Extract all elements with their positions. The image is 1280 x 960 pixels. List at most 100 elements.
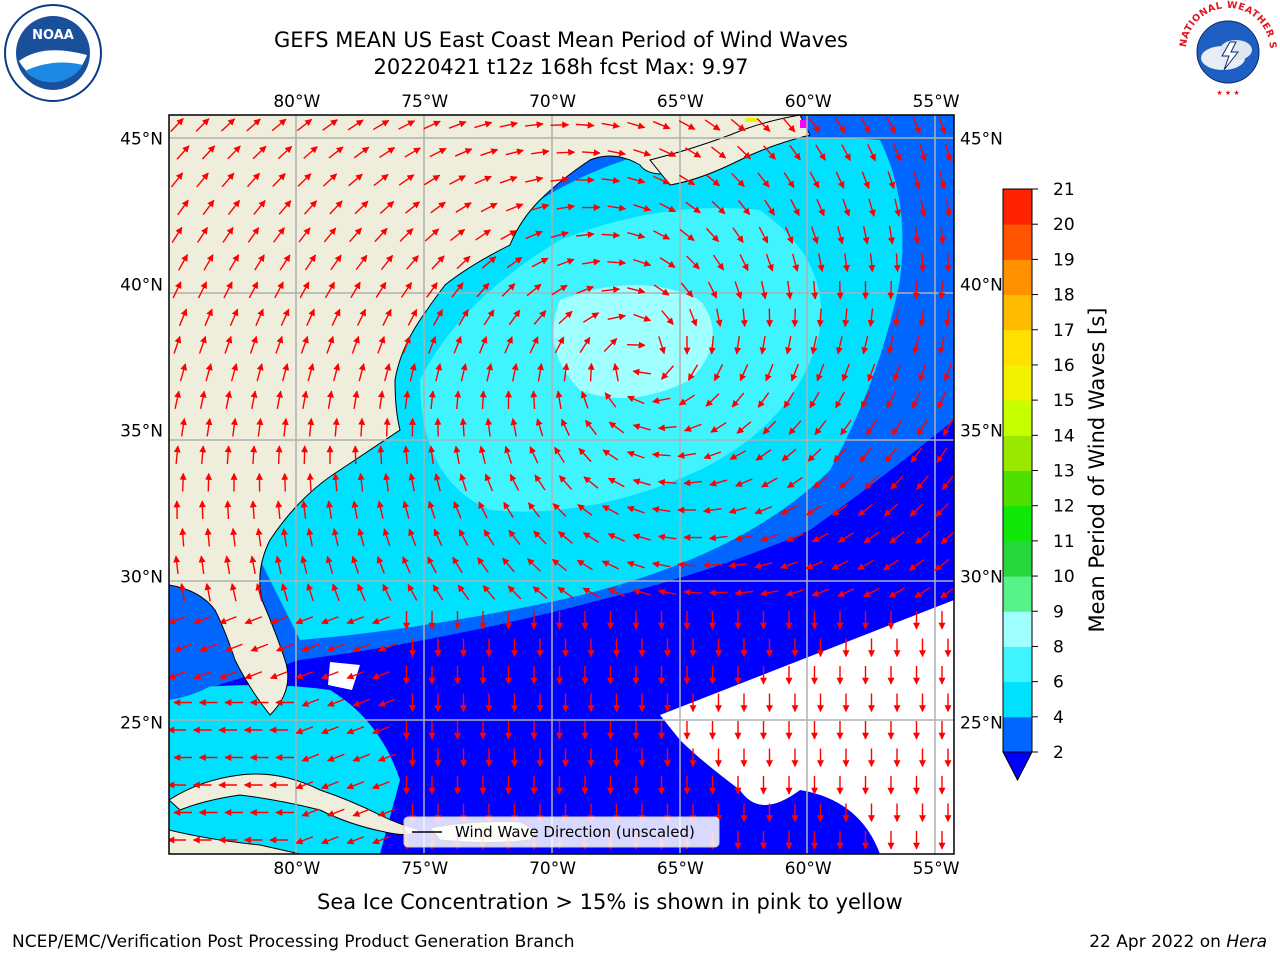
wave-direction-arrow: [474, 175, 492, 185]
wave-direction-arrow: [832, 504, 848, 516]
wave-direction-arrow: [837, 532, 854, 543]
lightning-icon: [1221, 41, 1240, 71]
wave-direction-arrow: [479, 390, 487, 410]
footer-date-text: 22 Apr 2022 on: [1089, 932, 1227, 952]
wave-direction-arrow: [201, 145, 216, 160]
wave-direction-arrow: [347, 119, 364, 131]
wave-direction-arrow: [764, 199, 775, 216]
wave-direction-arrow: [307, 363, 315, 382]
wave-direction-arrow: [632, 533, 651, 541]
wave-direction-arrow: [402, 500, 410, 519]
y-tick-right: 30°N: [960, 568, 1003, 588]
wave-direction-arrow: [250, 643, 269, 652]
wave-direction-arrow: [919, 198, 927, 218]
wave-direction-arrow: [229, 583, 237, 602]
wave-direction-arrow: [867, 363, 876, 382]
wave-direction-arrow: [817, 253, 825, 273]
wave-direction-arrow: [407, 308, 418, 326]
wave-direction-arrow: [765, 253, 774, 272]
x-tick-bottom: 60°W: [785, 859, 832, 879]
wave-direction-arrow: [730, 118, 746, 132]
y-tick-right: 40°N: [960, 275, 1003, 295]
wave-direction-arrow: [250, 445, 258, 465]
wave-direction-arrow: [384, 363, 392, 382]
wave-direction-arrow: [678, 394, 695, 406]
wave-direction-arrow: [938, 116, 947, 135]
wave-direction-arrow: [177, 199, 189, 216]
wave-direction-arrow: [346, 836, 365, 845]
wave-direction-arrow: [332, 417, 340, 437]
wave-direction-arrow: [533, 530, 547, 545]
y-tick-left: 30°N: [120, 568, 163, 588]
wave-direction-arrow: [731, 173, 745, 187]
wave-direction-arrow: [508, 529, 521, 546]
wave-direction-arrow: [842, 253, 850, 273]
wave-direction-arrow: [554, 336, 565, 354]
wave-direction-arrow: [303, 146, 318, 159]
wave-direction-arrow: [659, 257, 676, 268]
wave-direction-arrow: [371, 671, 390, 680]
wave-direction-arrow: [224, 555, 232, 574]
wave-direction-arrow: [787, 476, 803, 489]
wave-direction-arrow: [246, 118, 261, 132]
wave-direction-arrow: [582, 587, 600, 598]
wave-direction-arrow: [816, 198, 825, 217]
wave-direction-arrow: [652, 175, 671, 185]
footer-date: 22 Apr 2022 on Hera: [1089, 932, 1267, 952]
wave-direction-arrow: [295, 781, 314, 790]
wave-direction-arrow: [551, 558, 567, 572]
wave-direction-arrow: [702, 506, 722, 514]
wave-direction-arrow: [179, 417, 187, 437]
wave-direction-arrow: [380, 254, 394, 270]
wave-direction-arrow: [886, 116, 896, 134]
wave-direction-arrow: [510, 417, 518, 437]
wave-direction-arrow: [459, 473, 467, 492]
wave-direction-arrow: [249, 555, 257, 574]
wave-direction-arrow: [352, 808, 371, 817]
wave-direction-arrow: [372, 119, 390, 131]
x-tick-top: 80°W: [273, 92, 320, 112]
wave-direction-arrow: [326, 698, 345, 707]
colorbar-segment: [1003, 259, 1032, 296]
wave-direction-arrow: [218, 671, 237, 680]
wave-direction-arrow: [556, 203, 576, 211]
wave-direction-arrow: [453, 445, 461, 464]
wave-direction-arrow: [578, 447, 592, 463]
wave-direction-arrow: [174, 390, 181, 409]
wave-direction-arrow: [275, 500, 283, 520]
colorbar-segment: [1003, 364, 1032, 401]
wave-direction-arrow: [526, 283, 542, 297]
wave-direction-arrow: [860, 391, 871, 409]
wave-direction-arrow: [633, 259, 652, 267]
wave-direction-arrow: [683, 423, 702, 432]
wave-direction-arrow: [533, 310, 547, 325]
wave-direction-arrow: [482, 585, 496, 600]
wave-direction-arrow: [912, 336, 920, 355]
wave-direction-arrow: [449, 175, 467, 185]
colorbar: 2 4 6 8 9 10 11 12 13 14 15 16 17 18 19 20 21: [1002, 180, 1075, 782]
wave-direction-arrow: [250, 390, 258, 409]
wave-direction-arrow: [867, 144, 876, 162]
wave-direction-arrow: [481, 256, 497, 269]
wave-direction-arrow: [507, 585, 522, 600]
wave-direction-arrow: [204, 308, 213, 327]
wave-direction-arrow: [428, 335, 437, 354]
wave-direction-arrow: [754, 505, 773, 515]
wave-direction-arrow: [765, 363, 774, 382]
wave-direction-arrow: [346, 616, 365, 625]
wave-direction-arrow: [627, 287, 646, 295]
wave-direction-arrow: [633, 204, 652, 212]
wave-direction-arrow: [527, 558, 541, 572]
wave-direction-arrow: [478, 501, 488, 519]
wave-direction-arrow: [193, 616, 212, 625]
wave-direction-arrow: [230, 363, 239, 382]
wave-direction-arrow: [893, 308, 901, 328]
wave-direction-arrow: [177, 254, 189, 271]
wave-direction-arrow: [453, 501, 462, 519]
y-tick-left: 35°N: [120, 421, 163, 441]
wave-direction-arrow: [912, 116, 921, 134]
wave-direction-arrow: [788, 420, 802, 435]
wave-direction-arrow: [910, 447, 923, 463]
wave-direction-arrow: [734, 534, 753, 542]
wave-direction-arrow: [555, 390, 563, 409]
